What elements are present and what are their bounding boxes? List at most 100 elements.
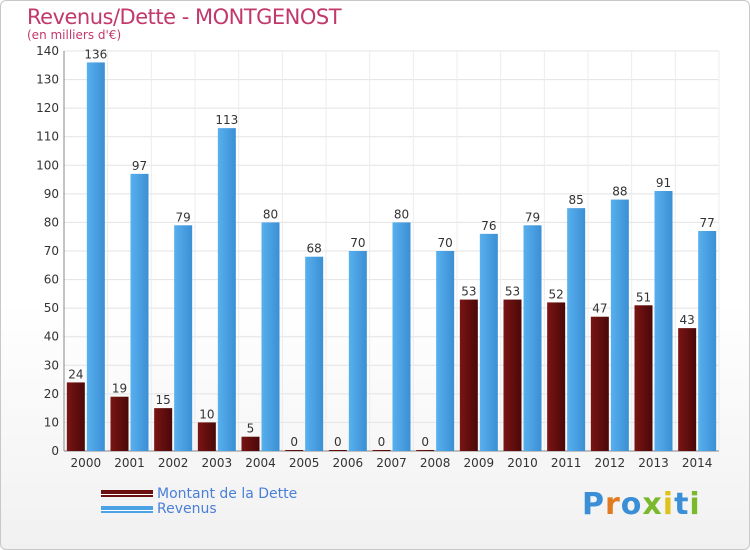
y-axis-ticks: 0 10 20 30 40 50 60 70 80 90 100 110 120 130 140 bbox=[36, 44, 59, 458]
value-label: 91 bbox=[656, 176, 671, 190]
y-tick-label: 110 bbox=[36, 130, 59, 144]
value-label: 136 bbox=[84, 47, 107, 61]
bar-dette bbox=[241, 436, 260, 451]
legend-swatch-dette bbox=[101, 490, 153, 497]
x-tick-label: 2011 bbox=[551, 456, 582, 470]
logo-letter: i bbox=[662, 487, 675, 522]
logo-letter: t bbox=[674, 487, 690, 522]
value-label: 0 bbox=[334, 435, 342, 449]
x-tick-label: 2012 bbox=[595, 456, 626, 470]
value-labels: 24 136 19 97 15 79 10 113 5 80 0 68 0 70 0 80 0 70 53 76 53 7… bbox=[68, 47, 715, 449]
bar-revenus bbox=[130, 173, 149, 451]
y-tick-label: 10 bbox=[44, 415, 59, 429]
value-label: 53 bbox=[461, 285, 476, 299]
bar-dette bbox=[547, 302, 566, 451]
legend-swatch-revenus bbox=[101, 506, 153, 513]
value-label: 47 bbox=[592, 302, 607, 316]
value-label: 53 bbox=[505, 285, 520, 299]
logo-letter: x bbox=[642, 487, 663, 522]
bar-revenus bbox=[261, 222, 280, 451]
bar-dette bbox=[110, 396, 129, 451]
chart-subtitle: (en milliers d'€) bbox=[27, 28, 122, 42]
y-tick-label: 130 bbox=[36, 73, 59, 87]
y-tick-label: 20 bbox=[44, 387, 59, 401]
value-label: 80 bbox=[263, 207, 278, 221]
value-label: 88 bbox=[612, 185, 627, 199]
x-tick-label: 2010 bbox=[507, 456, 538, 470]
logo-letter: r bbox=[605, 487, 621, 522]
y-tick-label: 100 bbox=[36, 158, 59, 172]
bar-revenus bbox=[436, 251, 455, 451]
value-label: 70 bbox=[350, 236, 365, 250]
proxiti-logo: Proxiti bbox=[582, 487, 701, 522]
y-tick-label: 60 bbox=[44, 273, 59, 287]
bar-dette bbox=[372, 450, 391, 451]
value-label: 24 bbox=[68, 367, 83, 381]
bar-dette bbox=[197, 422, 216, 451]
bar-dette bbox=[634, 305, 653, 451]
bars bbox=[66, 62, 717, 452]
bar-dette bbox=[285, 450, 304, 451]
x-tick-label: 2013 bbox=[638, 456, 669, 470]
bar-revenus bbox=[174, 225, 193, 451]
bar-revenus bbox=[567, 208, 586, 451]
legend-label-revenus: Revenus bbox=[157, 501, 217, 517]
value-label: 113 bbox=[215, 113, 238, 127]
value-label: 0 bbox=[378, 435, 386, 449]
x-tick-label: 2003 bbox=[202, 456, 233, 470]
chart-title: Revenus/Dette - MONTGENOST bbox=[27, 5, 342, 29]
bar-dette bbox=[328, 450, 347, 451]
bar-dette bbox=[66, 382, 85, 451]
bar-revenus bbox=[479, 233, 498, 451]
y-tick-label: 30 bbox=[44, 358, 59, 372]
y-tick-label: 140 bbox=[36, 44, 59, 58]
bar-revenus bbox=[305, 256, 324, 451]
y-tick-label: 70 bbox=[44, 244, 59, 258]
value-label: 68 bbox=[307, 242, 322, 256]
value-label: 79 bbox=[176, 210, 191, 224]
logo-letter: i bbox=[689, 487, 701, 522]
value-label: 52 bbox=[549, 287, 564, 301]
y-tick-label: 90 bbox=[44, 187, 59, 201]
value-label: 0 bbox=[290, 435, 298, 449]
x-tick-label: 2007 bbox=[376, 456, 407, 470]
bar-revenus bbox=[217, 128, 236, 451]
y-tick-label: 50 bbox=[44, 301, 59, 315]
x-tick-label: 2008 bbox=[420, 456, 451, 470]
x-axis-ticks: 2000 2001 2002 2003 2004 2005 2006 2007 2008 2009… bbox=[71, 456, 713, 470]
bar-dette bbox=[590, 316, 609, 451]
value-label: 85 bbox=[569, 193, 584, 207]
bar-dette bbox=[416, 450, 435, 451]
x-tick-label: 2014 bbox=[682, 456, 713, 470]
y-tick-label: 0 bbox=[51, 444, 59, 458]
x-tick-label: 2006 bbox=[333, 456, 364, 470]
legend-label-dette: Montant de la Dette bbox=[157, 486, 298, 502]
bar-revenus bbox=[654, 191, 673, 451]
bar-revenus bbox=[610, 199, 629, 451]
value-label: 79 bbox=[525, 210, 540, 224]
value-label: 51 bbox=[636, 290, 651, 304]
y-tick-label: 120 bbox=[36, 101, 59, 115]
value-label: 70 bbox=[438, 236, 453, 250]
value-label: 19 bbox=[112, 382, 127, 396]
x-tick-label: 2002 bbox=[158, 456, 189, 470]
value-label: 10 bbox=[199, 407, 214, 421]
value-label: 76 bbox=[481, 219, 496, 233]
x-tick-label: 2001 bbox=[114, 456, 145, 470]
bar-dette bbox=[459, 299, 478, 451]
bar-dette bbox=[154, 408, 173, 451]
value-label: 43 bbox=[680, 313, 695, 327]
logo-letter: o bbox=[620, 487, 643, 522]
value-label: 77 bbox=[700, 216, 715, 230]
value-label: 0 bbox=[421, 435, 429, 449]
bar-revenus bbox=[86, 62, 105, 452]
bar-revenus bbox=[523, 225, 542, 451]
value-label: 80 bbox=[394, 207, 409, 221]
y-tick-label: 80 bbox=[44, 215, 59, 229]
bar-revenus bbox=[348, 251, 367, 451]
x-tick-label: 2004 bbox=[245, 456, 276, 470]
logo-letter: P bbox=[582, 487, 605, 522]
grid-lines bbox=[63, 50, 720, 452]
